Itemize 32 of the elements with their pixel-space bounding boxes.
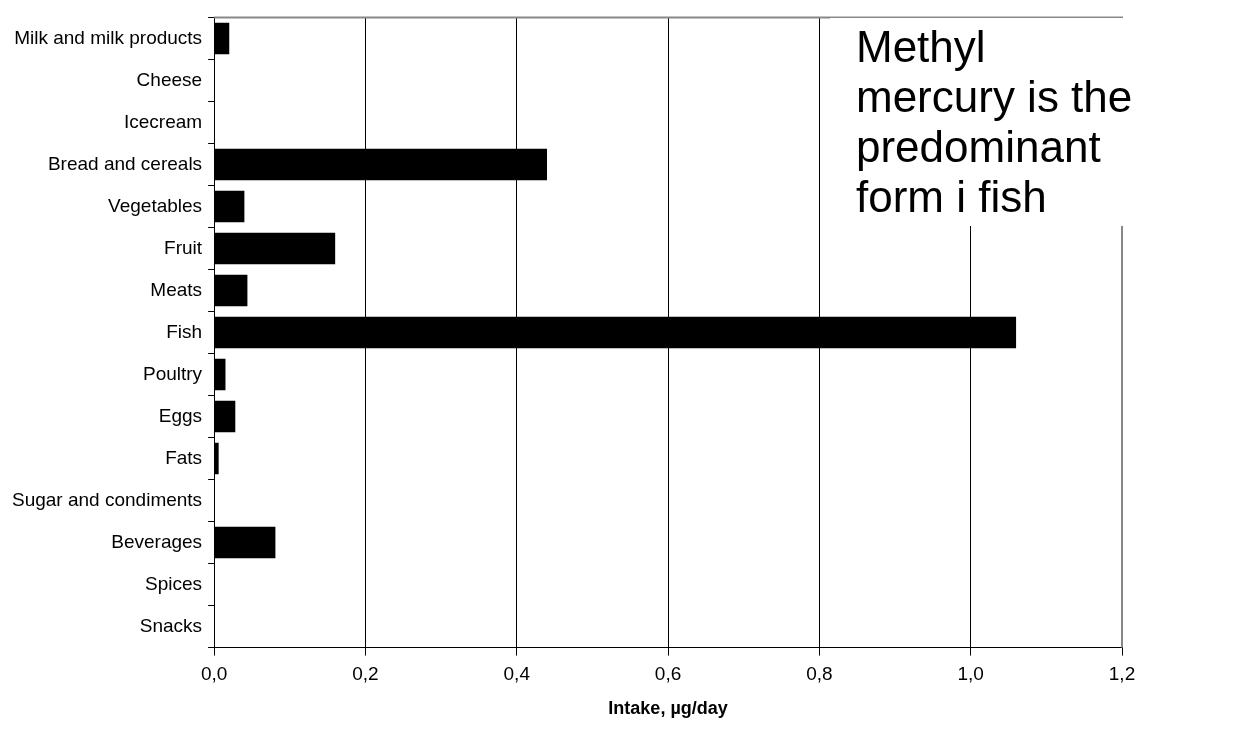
x-tick-label: 0,0 xyxy=(200,663,228,685)
bar xyxy=(214,526,276,559)
y-tick-label: Fruit xyxy=(164,236,203,258)
y-tick-label: Poultry xyxy=(142,362,203,384)
x-tick-label: 0,8 xyxy=(806,663,833,685)
y-tick-label: Eggs xyxy=(158,404,203,426)
bar xyxy=(214,22,230,55)
y-tick-label: Beverages xyxy=(111,530,203,552)
annotation: Methyl mercury is the predominant form i fish xyxy=(830,18,1156,226)
y-tick-label: Bread and cereals xyxy=(47,152,203,174)
bar xyxy=(214,190,245,223)
x-tick-label: 1,0 xyxy=(957,663,984,685)
y-tick-label: Fats xyxy=(165,446,203,468)
bar xyxy=(214,232,336,265)
y-tick-label: Sugar and condiments xyxy=(12,488,203,510)
y-tick-label: Milk and milk products xyxy=(14,26,203,48)
x-axis-title: Intake, µg/day xyxy=(608,698,728,719)
x-tick-label: 0,4 xyxy=(503,663,531,685)
y-tick-label: Cheese xyxy=(136,68,203,90)
bar xyxy=(214,358,226,391)
x-tick-label: 0,2 xyxy=(352,663,379,685)
bar xyxy=(214,400,236,433)
bar xyxy=(214,274,248,307)
y-tick-label: Snacks xyxy=(139,614,203,636)
y-tick-label: Vegetables xyxy=(108,194,203,216)
y-tick-label: Fish xyxy=(166,320,203,342)
x-tick-label: 1,2 xyxy=(1108,663,1136,685)
y-tick-label: Meats xyxy=(150,278,203,300)
x-tick-label: 0,6 xyxy=(654,663,682,685)
y-tick-label: Spices xyxy=(145,572,203,594)
bar xyxy=(214,442,219,475)
y-tick-label: Icecream xyxy=(123,110,203,132)
